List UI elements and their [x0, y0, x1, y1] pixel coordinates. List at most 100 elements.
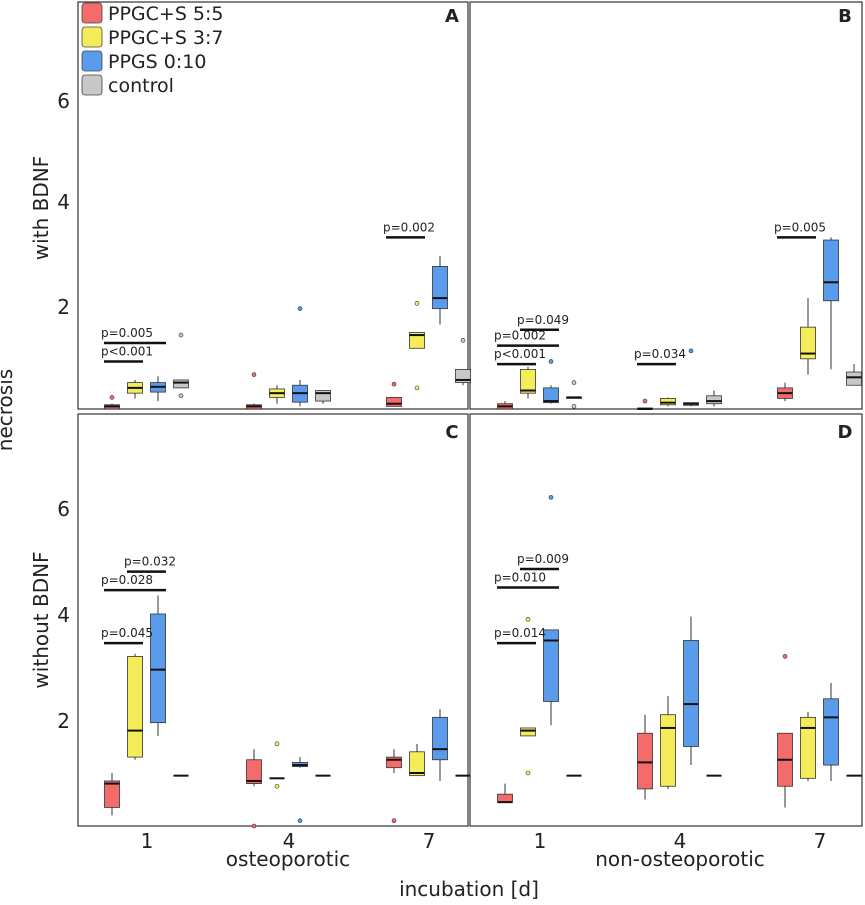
- outlier-point: [571, 380, 577, 385]
- significance-label: p<0.001: [494, 347, 546, 361]
- box-ppgc-s-3-7-day-4: [660, 397, 676, 407]
- box-body: [315, 390, 331, 402]
- x-tick-label: 4: [283, 829, 296, 853]
- box-ppgs-0-10-day-1: [150, 595, 166, 736]
- box-ppgc-s-3-7-day-1: [127, 379, 143, 399]
- panel-a-plot: p<0.001 p=0.005 p=0.002: [101, 220, 471, 410]
- x-tick-label: 4: [674, 829, 687, 853]
- significance-label: p=0.034: [634, 347, 686, 361]
- y-ticks-bottom: 6 4 2: [57, 497, 70, 733]
- panel-letter-b: B: [838, 6, 852, 27]
- panel-letter-d: D: [838, 422, 853, 443]
- box-ppgs-0-10-day-4: [683, 616, 699, 766]
- box-body: [409, 751, 425, 777]
- box-ppgc-s-5-5-day-1: [104, 395, 120, 410]
- outlier-point: [571, 404, 577, 409]
- box-body: [173, 379, 189, 389]
- box-body: [823, 698, 839, 766]
- significance-label: p=0.045: [101, 626, 153, 640]
- outlier-point: [274, 783, 280, 789]
- box-body: [409, 332, 425, 349]
- box-body: [246, 759, 262, 785]
- box-ppgc-s-3-7-day-1: [127, 653, 143, 760]
- outlier-point: [297, 818, 303, 824]
- box-ppgc-s-3-7-day-1: [520, 366, 536, 399]
- legend-label: control: [108, 75, 174, 97]
- box-body: [386, 396, 402, 407]
- outlier-point: [688, 348, 694, 354]
- outlier-point: [251, 372, 257, 377]
- panel-b-frame: [469, 1, 863, 410]
- y-tick-label: 2: [57, 709, 70, 733]
- significance-label: p=0.002: [383, 220, 435, 234]
- box-ppgc-s-5-5-day-1: [497, 401, 513, 410]
- outlier-point: [297, 306, 303, 311]
- column-label-osteoporotic: osteoporotic: [226, 847, 350, 871]
- box-ppgc-s-5-5-day-7: [777, 654, 793, 808]
- box-control-day-7: [846, 364, 862, 386]
- legend-label: PPGC+S 5:5: [108, 3, 224, 25]
- outlier-point: [251, 823, 257, 829]
- outlier-point: [414, 301, 420, 306]
- box-ppgc-s-3-7-day-7: [800, 298, 816, 375]
- box-body: [800, 716, 816, 779]
- panel-letter-a: A: [445, 6, 459, 27]
- panel-b-plot: p<0.001 p=0.002 p=0.049 p=0.034 p=0.005: [494, 220, 862, 410]
- outlier-point: [178, 393, 184, 399]
- outlier-point: [460, 338, 466, 343]
- x-axis-title: incubation [d]: [399, 877, 539, 901]
- legend-swatch: [81, 74, 103, 96]
- panel-c-plot: p=0.045 p=0.028 p=0.032: [101, 555, 471, 829]
- box-ppgs-0-10-day-1: [543, 359, 559, 404]
- outlier-point: [548, 359, 554, 364]
- box-body: [127, 656, 143, 758]
- box-ppgc-s-3-7-day-7: [409, 743, 425, 777]
- y-tick-label: 4: [57, 190, 70, 214]
- panel-a-frame: [77, 1, 469, 410]
- row-label-without-bdnf: without BDNF: [29, 551, 53, 688]
- outlier-point: [109, 395, 115, 400]
- x-tick-label: 7: [423, 829, 436, 853]
- box-ppgs-0-10-day-7: [823, 237, 839, 370]
- box-plots: p<0.001 p=0.005 p=0.002 p<0.001 p=0.002 p=0.0…: [101, 220, 862, 829]
- outlier-point: [548, 495, 554, 500]
- outlier-point: [525, 770, 531, 776]
- significance-label: p<0.001: [101, 344, 153, 358]
- box-body: [104, 780, 120, 808]
- significance-label: p=0.049: [517, 313, 569, 327]
- box-ppgc-s-5-5-day-1: [104, 773, 120, 816]
- box-body: [520, 727, 536, 737]
- box-body: [800, 326, 816, 360]
- box-body: [543, 629, 559, 702]
- box-ppgc-s-5-5-day-7: [777, 382, 793, 402]
- box-ppgc-s-3-7-day-7: [409, 301, 425, 391]
- y-tick-label: 4: [57, 603, 70, 627]
- box-control-day-1: [173, 332, 189, 399]
- row-label-with-bdnf: with BDNF: [29, 156, 53, 260]
- outlier-point: [414, 385, 420, 391]
- box-body: [637, 732, 653, 790]
- box-body: [543, 387, 559, 404]
- x-ticks: 1 4 7 1 4 7: [141, 829, 827, 853]
- box-ppgc-s-3-7-day-4: [269, 385, 285, 404]
- panel-c-frame: [77, 413, 469, 827]
- box-ppgs-0-10-day-7: [432, 255, 448, 325]
- box-ppgc-s-3-7-day-1: [520, 616, 536, 776]
- panel-letter-c: C: [445, 422, 458, 443]
- box-ppgs-0-10-day-1: [543, 495, 559, 726]
- box-body: [823, 239, 839, 302]
- box-control-day-1: [566, 380, 582, 409]
- box-body: [432, 716, 448, 761]
- y-axis-title: necrosis: [0, 369, 17, 451]
- box-ppgc-s-5-5-day-4: [637, 714, 653, 800]
- box-ppgc-s-5-5-day-4: [637, 398, 653, 410]
- outlier-point: [274, 741, 280, 747]
- x-tick-label: 7: [814, 829, 827, 853]
- legend-swatch: [81, 26, 103, 48]
- box-ppgc-s-5-5-day-4: [246, 372, 262, 410]
- significance-label: p=0.002: [494, 329, 546, 343]
- box-ppgc-s-5-5-day-4: [246, 749, 262, 829]
- legend: PPGC+S 5:5 PPGC+S 3:7 PPGS 0:10 control: [81, 2, 224, 97]
- legend-swatch: [81, 50, 103, 72]
